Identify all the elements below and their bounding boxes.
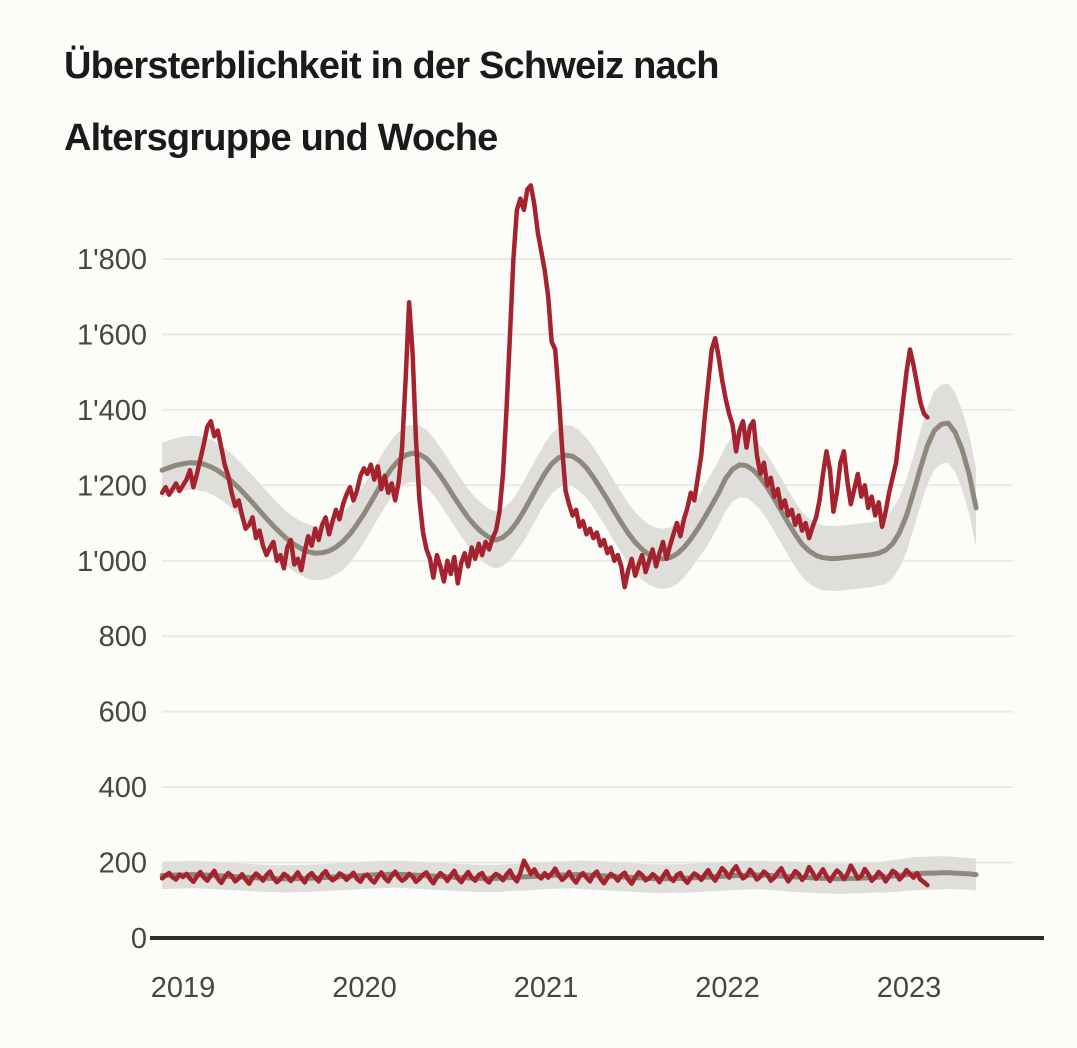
erwartungsbereich-65plus-band <box>162 383 977 591</box>
y-tick-label-600: 600 <box>99 697 147 729</box>
y-tick-label-200: 200 <box>99 848 147 880</box>
y-tick-label-1'400: 1'400 <box>77 395 147 427</box>
beobachtete-todesfaelle-65plus-line <box>159 183 930 590</box>
beobachtete-todesfaelle-0-64-line <box>159 858 930 888</box>
y-tick-label-1'200: 1'200 <box>77 470 147 502</box>
x-tick-label-2019: 2019 <box>151 972 216 1004</box>
chart-title-line-2: Altersgruppe und Woche <box>64 117 498 159</box>
y-tick-label-1'600: 1'600 <box>77 319 147 351</box>
x-tick-label-2020: 2020 <box>332 972 397 1004</box>
y-tick-label-1'000: 1'000 <box>77 546 147 578</box>
x-tick-label-2021: 2021 <box>514 972 579 1004</box>
erwartete-todesfaelle-65plus-line <box>159 420 979 562</box>
x-tick-label-2022: 2022 <box>695 972 760 1004</box>
chart-title: Übersterblichkeit in der Schweiz nach Al… <box>64 30 719 174</box>
x-tick-label-2023: 2023 <box>877 972 942 1004</box>
y-tick-label-1'800: 1'800 <box>77 244 147 276</box>
y-tick-label-400: 400 <box>99 772 147 804</box>
chart-title-line-1: Übersterblichkeit in der Schweiz nach <box>64 45 719 87</box>
y-tick-label-0: 0 <box>131 923 147 955</box>
y-tick-label-800: 800 <box>99 621 147 653</box>
